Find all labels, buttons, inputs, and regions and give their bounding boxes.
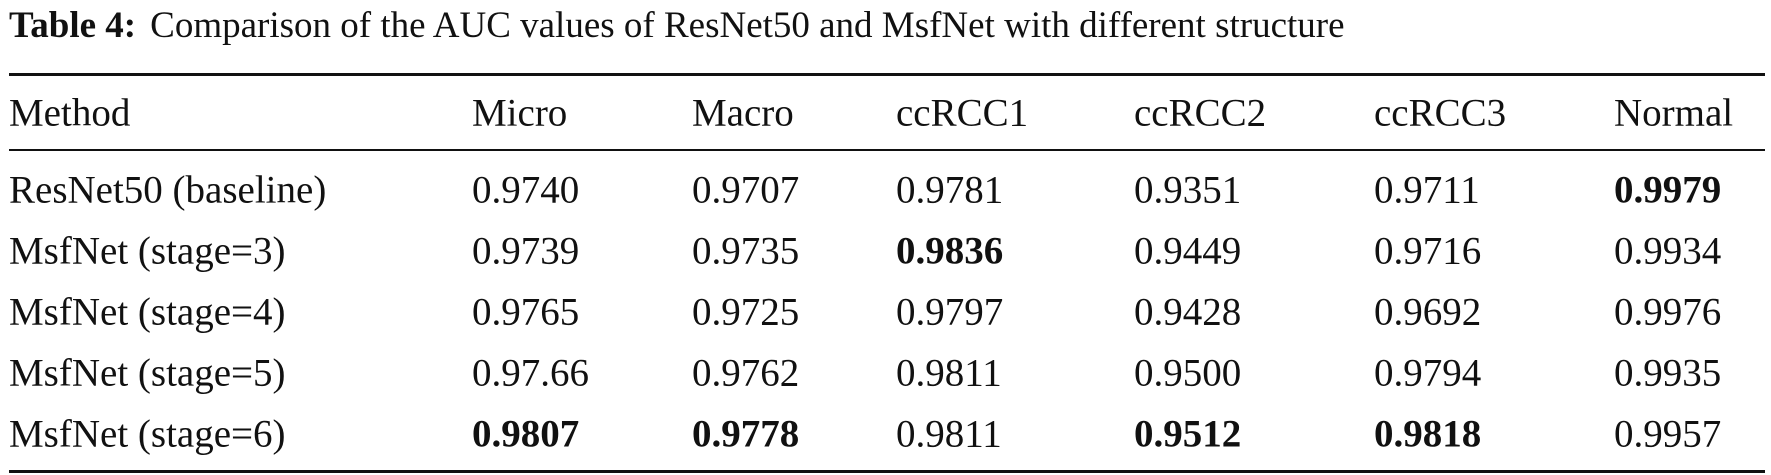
- table-cell: 0.9351: [1134, 168, 1242, 212]
- table-cell: 0.9740: [472, 168, 580, 212]
- caption-text: Comparison of the AUC values of ResNet50…: [150, 5, 1345, 46]
- table-cell: 0.97.66: [472, 351, 589, 395]
- table-cell: 0.9807: [472, 412, 580, 456]
- row-label: ResNet50 (baseline): [9, 168, 327, 212]
- table-cell: 0.9781: [896, 168, 1004, 212]
- table-cell: 0.9707: [692, 168, 800, 212]
- table-cell: 0.9818: [1374, 412, 1482, 456]
- header-cell: ccRCC2: [1134, 91, 1267, 135]
- row-label: MsfNet (stage=4): [9, 290, 286, 334]
- table-cell: 0.9797: [896, 290, 1004, 334]
- table-cell: 0.9428: [1134, 290, 1242, 334]
- table-cell: 0.9735: [692, 229, 800, 273]
- top-rule: [9, 73, 1765, 76]
- table-cell: 0.9500: [1134, 351, 1242, 395]
- table-cell: 0.9512: [1134, 412, 1242, 456]
- header-cell: ccRCC1: [896, 91, 1029, 135]
- caption: Table 4: Comparison of the AUC values of …: [9, 4, 1345, 47]
- table-cell: 0.9976: [1614, 290, 1722, 334]
- header-cell: Micro: [472, 91, 568, 135]
- table-cell: 0.9811: [896, 351, 1002, 395]
- caption-label: Table 4:: [9, 5, 137, 46]
- table-cell: 0.9739: [472, 229, 580, 273]
- header-cell: Macro: [692, 91, 794, 135]
- row-label: MsfNet (stage=5): [9, 351, 286, 395]
- table-cell: 0.9935: [1614, 351, 1722, 395]
- table-cell: 0.9979: [1614, 168, 1722, 212]
- table-cell: 0.9934: [1614, 229, 1722, 273]
- table-cell: 0.9692: [1374, 290, 1482, 334]
- table-cell: 0.9449: [1134, 229, 1242, 273]
- table-cell: 0.9716: [1374, 229, 1482, 273]
- row-label: MsfNet (stage=3): [9, 229, 286, 273]
- table-cell: 0.9811: [896, 412, 1002, 456]
- table-cell: 0.9765: [472, 290, 580, 334]
- header-cell: Method: [9, 91, 131, 135]
- table-cell: 0.9762: [692, 351, 800, 395]
- table-cell: 0.9836: [896, 229, 1004, 273]
- row-label: MsfNet (stage=6): [9, 412, 286, 456]
- header-cell: Normal: [1614, 91, 1734, 135]
- table-cell: 0.9778: [692, 412, 800, 456]
- table-cell: 0.9725: [692, 290, 800, 334]
- header-cell: ccRCC3: [1374, 91, 1507, 135]
- mid-rule: [9, 149, 1765, 151]
- table-cell: 0.9957: [1614, 412, 1722, 456]
- table-cell: 0.9711: [1374, 168, 1480, 212]
- bottom-rule: [9, 470, 1765, 473]
- table-cell: 0.9794: [1374, 351, 1482, 395]
